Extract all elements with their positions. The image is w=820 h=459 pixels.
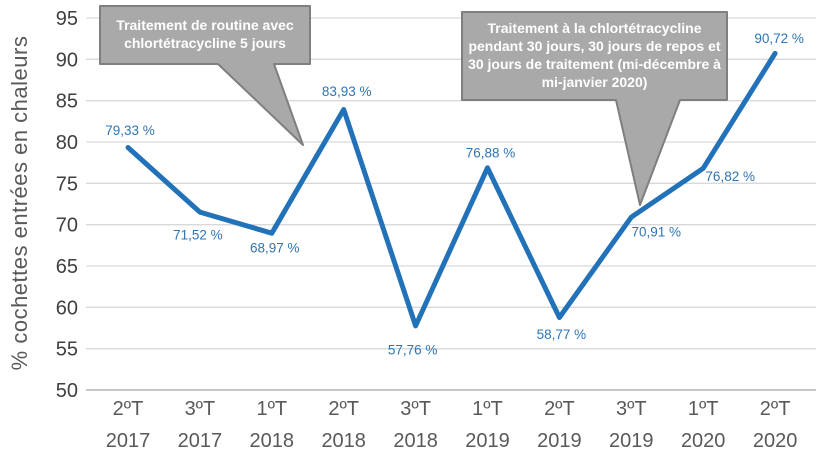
x-tick-year: 2019 [465,430,510,452]
y-tick-label: 95 [56,8,78,30]
y-tick-label: 70 [56,215,78,237]
annotation-callout-1: Traitement de routine avec chlortétracyc… [100,6,310,64]
annotation-callout-shape-1 [99,5,311,146]
x-tick-quarter: 1ºT [688,398,719,420]
data-point-label: 76,82 % [705,169,755,184]
x-tick-year: 2018 [321,430,366,452]
y-tick-label: 90 [56,49,78,71]
y-tick-label: 55 [56,339,78,361]
x-tick-quarter: 2ºT [328,398,359,420]
x-tick-year: 2017 [178,430,223,452]
annotation-callout-2-text: Traitement à la chlortétracycline pendan… [468,20,721,90]
x-tick-year: 2018 [250,430,295,452]
x-tick-year: 2020 [681,430,726,452]
data-point-label: 58,77 % [537,327,587,342]
data-point-label: 90,72 % [754,31,804,46]
x-tick-quarter: 2ºT [544,398,575,420]
x-tick-year: 2018 [393,430,438,452]
x-tick-quarter: 2ºT [113,398,144,420]
data-point-label: 68,97 % [250,241,300,256]
x-tick-year: 2017 [106,430,151,452]
data-point-label: 70,91 % [632,225,682,240]
x-tick-quarter: 3ºT [400,398,431,420]
data-series-line [125,50,778,329]
annotation-callout-shape-2 [461,11,728,206]
data-point-label: 71,52 % [173,228,223,243]
annotation-callout-1-text: Traitement de routine avec chlortétracyc… [116,17,294,51]
x-tick-year: 2019 [609,430,654,452]
x-tick-quarter: 2ºT [760,398,791,420]
x-tick-quarter: 1ºT [472,398,503,420]
x-tick-quarter: 3ºT [185,398,216,420]
data-point-label: 79,33 % [105,123,155,138]
y-tick-label: 75 [56,173,78,195]
data-point-label: 57,76 % [388,342,438,357]
x-tick-quarter: 3ºT [616,398,647,420]
y-tick-label: 80 [56,132,78,154]
data-point-label: 76,88 % [466,145,516,160]
y-tick-label: 50 [56,380,78,402]
y-tick-label: 60 [56,297,78,319]
x-tick-year: 2019 [537,430,582,452]
y-tick-label: 65 [56,256,78,278]
data-point-label: 83,93 % [322,84,372,99]
x-tick-quarter: 1ºT [256,398,287,420]
annotation-callout-2: Traitement à la chlortétracycline pendan… [462,12,727,100]
x-tick-year: 2020 [753,430,798,452]
y-tick-label: 85 [56,91,78,113]
